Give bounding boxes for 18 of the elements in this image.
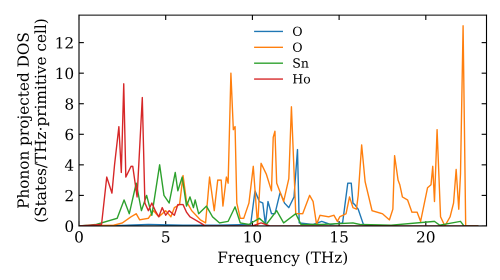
- x-tick-label: 15: [331, 231, 348, 243]
- y-tick-label: 8: [65, 98, 74, 110]
- x-tick-label: 10: [244, 231, 262, 243]
- y-tick-label: 6: [65, 128, 74, 140]
- legend-label: O: [292, 26, 302, 36]
- x-axis-title: Frequency (THz): [218, 251, 348, 266]
- y-tick-label: 12: [56, 37, 73, 48]
- legend-label: Ho: [292, 74, 310, 84]
- y-tick-label: 0: [65, 220, 74, 232]
- y-tick-label: 4: [64, 159, 74, 171]
- y-axis-title: Phonon projected DOS (States/THz·primitive cell): [17, 20, 50, 222]
- x-tick-label: 5: [162, 231, 170, 243]
- y-tick-label: 2: [65, 190, 73, 202]
- legend-label: Sn: [293, 58, 309, 68]
- legend-label: O: [292, 42, 302, 52]
- x-tick-label: 0: [75, 231, 83, 243]
- x-tick-label: 20: [417, 231, 435, 243]
- y-tick-label: 10: [56, 68, 74, 80]
